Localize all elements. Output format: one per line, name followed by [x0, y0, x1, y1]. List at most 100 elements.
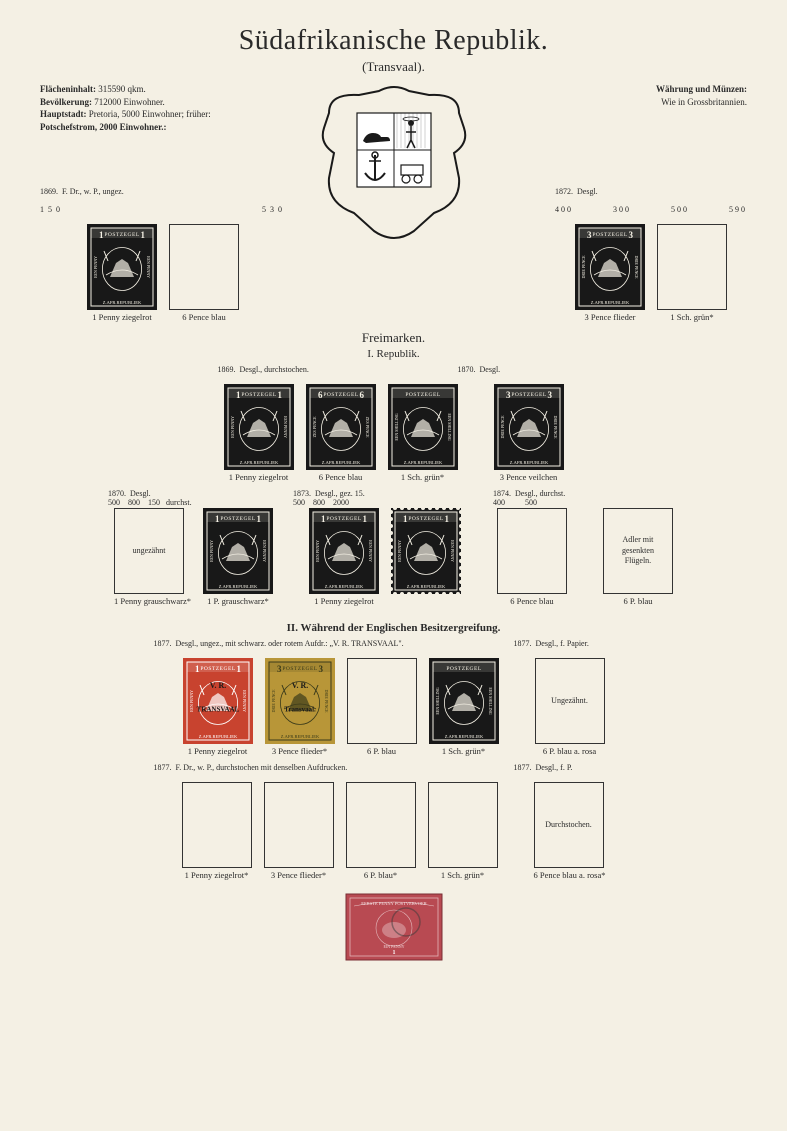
- svg-text:V. R.: V. R.: [209, 681, 226, 690]
- stamp-slot: Durchstochen. 6 Pence blau a. rosa*: [534, 782, 606, 880]
- stamp-slot: POSTZEGEL Z.AFR.REPUBLIEK EEN PENNY EEN …: [309, 508, 379, 606]
- stamp-slot: ungezähnt 1 Penny grauschwarz*: [114, 508, 191, 606]
- stamp-slot: 3 Pence flieder*: [264, 782, 334, 880]
- svg-text:POSTZEGEL: POSTZEGEL: [282, 666, 318, 672]
- svg-text:1: 1: [236, 390, 241, 400]
- stamp-slot: Adler mit gesenkten Flügeln.6 P. blau: [603, 508, 673, 606]
- row1-left-prices: 150 530: [40, 206, 286, 224]
- svg-text:1: 1: [215, 514, 220, 524]
- placeholder-text: Ungezähnt.: [547, 692, 592, 710]
- stamp-caption: 1 Sch. grün*: [428, 870, 498, 880]
- svg-text:1: 1: [277, 390, 282, 400]
- svg-text:3: 3: [629, 230, 634, 240]
- svg-text:1: 1: [321, 514, 326, 524]
- svg-text:Z.AFR.REPUBLIEK: Z.AFR.REPUBLIEK: [321, 460, 360, 465]
- svg-text:DRIE PENCE: DRIE PENCE: [500, 415, 505, 439]
- stamp-caption: 1 Penny ziegelrot: [87, 312, 157, 322]
- stamp-caption: 1 P. grauschwarz*: [203, 596, 273, 606]
- stamp-caption: 1 Penny ziegelrot: [224, 472, 294, 482]
- placeholder-text: ungezähnt: [129, 542, 170, 560]
- row3-group-header: 1870. Desgl.500 800 150 durchst.: [108, 490, 273, 508]
- svg-text:Z.AFR.REPUBLIEK: Z.AFR.REPUBLIEK: [509, 460, 548, 465]
- row3-group-header: 1873. Desgl., gez. 15.500 800 2000: [293, 490, 473, 508]
- svg-text:Z.AFR.REPUBLIEK: Z.AFR.REPUBLIEK: [103, 300, 142, 305]
- stamp-caption: 3 Pence flieder*: [265, 746, 335, 756]
- row4-header-left: 1877. Desgl., ungez., mit schwarz. oder …: [154, 640, 514, 658]
- svg-text:EEN PENNY: EEN PENNY: [397, 540, 402, 562]
- svg-text:3: 3: [547, 390, 552, 400]
- svg-text:POSTZEGEL: POSTZEGEL: [323, 392, 359, 398]
- svg-text:Z.AFR.REPUBLIEK: Z.AFR.REPUBLIEK: [219, 584, 258, 589]
- row4-header-right: 1877. Desgl., f. Papier.: [514, 640, 634, 658]
- svg-text:EEN PENNY: EEN PENNY: [315, 540, 320, 562]
- svg-text:ZES PENCE: ZES PENCE: [365, 417, 370, 438]
- stamp-caption: 6 Pence blau a. rosa*: [534, 870, 606, 880]
- svg-text:Z.AFR.REPUBLIEK: Z.AFR.REPUBLIEK: [280, 734, 319, 739]
- svg-text:Z.AFR.REPUBLIEK: Z.AFR.REPUBLIEK: [444, 734, 483, 739]
- row2-group: 1869. Desgl., durchstochen. 1870. Desgl.…: [218, 366, 570, 484]
- stamp-slot: POSTZEGEL Z.AFR.REPUBLIEK ZES PENCE ZES …: [306, 384, 376, 482]
- stamp-slot: POSTZEGEL Z.AFR.REPUBLIEK EEN PENNY EEN …: [203, 508, 273, 606]
- svg-text:3: 3: [506, 390, 511, 400]
- row3-group-header: 1874. Desgl., durchst.400 500: [493, 490, 643, 508]
- svg-text:POSTZEGEL: POSTZEGEL: [405, 392, 441, 398]
- stamp-slot: 6 Pence blau: [169, 224, 239, 322]
- stamp-caption: 1 Penny grauschwarz*: [114, 596, 191, 606]
- row4-group: 1877. Desgl., ungez., mit schwarz. oder …: [154, 640, 634, 758]
- placeholder-text: Durchstochen.: [541, 816, 595, 834]
- stamp-slot: POSTZEGEL Z.AFR.REPUBLIEK DRIE PENCE DRI…: [494, 384, 564, 482]
- row1-right-header: 1872. Desgl.: [555, 188, 747, 206]
- svg-text:Transvaal.: Transvaal.: [284, 705, 316, 713]
- svg-text:6: 6: [318, 390, 323, 400]
- svg-text:EEN PENNY: EEN PENNY: [450, 540, 455, 562]
- svg-text:EEN PENNY: EEN PENNY: [368, 540, 373, 562]
- svg-text:EEN PENNY: EEN PENNY: [283, 416, 288, 438]
- stamp-slot: 1 Sch. grün*: [657, 224, 727, 322]
- page-title: Südafrikanische Republik.: [40, 25, 747, 57]
- stamp-caption: 1 Penny ziegelrot: [309, 596, 379, 606]
- page-subtitle: (Transvaal).: [40, 59, 747, 75]
- stamp-slot: 6 P. blau*: [346, 782, 416, 880]
- stamp-caption: 6 Pence blau: [497, 596, 567, 606]
- svg-text:1: 1: [403, 514, 408, 524]
- stamp-slot: 6 P. blau: [347, 658, 417, 756]
- svg-text:EEN PENNY: EEN PENNY: [262, 540, 267, 562]
- svg-text:Z.AFR.REPUBLIEK: Z.AFR.REPUBLIEK: [239, 460, 278, 465]
- svg-text:EERSTE PENNY POSTVERVOER: EERSTE PENNY POSTVERVOER: [361, 901, 426, 906]
- svg-text:POSTZEGEL: POSTZEGEL: [200, 666, 236, 672]
- svg-text:1: 1: [362, 514, 367, 524]
- svg-text:EEN SHILLING: EEN SHILLING: [447, 413, 452, 440]
- svg-text:POSTZEGEL: POSTZEGEL: [511, 392, 547, 398]
- svg-text:DRIE PENCE: DRIE PENCE: [581, 255, 586, 279]
- section-republik: I. Republik.: [40, 348, 747, 360]
- row3-group: 1870. Desgl.500 800 150 durchst. 1873. De…: [108, 490, 679, 608]
- svg-text:1: 1: [444, 514, 449, 524]
- svg-text:1: 1: [195, 664, 200, 674]
- svg-text:EEN PENNY: EEN PENNY: [189, 690, 194, 712]
- row1-right-group: 1872. Desgl. 400 300 500 590 POSTZEGEL Z…: [555, 188, 747, 324]
- row5-group: 1877. F. Dr., w. P., durchstochen mit de…: [154, 764, 634, 882]
- svg-text:EEN SHILLING: EEN SHILLING: [435, 687, 440, 714]
- row5-header-left: 1877. F. Dr., w. P., durchstochen mit de…: [154, 764, 514, 782]
- svg-text:Z.AFR.REPUBLIEK: Z.AFR.REPUBLIEK: [403, 460, 442, 465]
- svg-text:DRIE PENCE: DRIE PENCE: [271, 689, 276, 713]
- row2-header-left: 1869. Desgl., durchstochen.: [218, 366, 458, 384]
- svg-text:EEN PENNY: EEN PENNY: [93, 256, 98, 278]
- svg-text:V. R.: V. R.: [291, 681, 308, 690]
- row1-right-prices: 400 300 500 590: [555, 206, 747, 224]
- svg-text:1: 1: [236, 664, 241, 674]
- svg-text:POSTZEGEL: POSTZEGEL: [326, 516, 362, 522]
- header-right: Währung und Münzen:Wie in Grossbritannie…: [547, 83, 747, 108]
- svg-text:POSTZEGEL: POSTZEGEL: [220, 516, 256, 522]
- svg-text:1: 1: [256, 514, 261, 524]
- bottom-stamp: EERSTE PENNY POSTVERVOER 1 EIN PENNY: [40, 892, 747, 967]
- stamp-caption: 1 Sch. grün*: [657, 312, 727, 322]
- stamp-caption: 6 Pence blau: [306, 472, 376, 482]
- row1-left-group: 1869. F. Dr., w. P., ungez. 150 530 POST…: [40, 188, 286, 324]
- svg-text:1: 1: [392, 950, 395, 956]
- stamp-slot: POSTZEGEL Z.AFR.REPUBLIEK EEN PENNY EEN …: [183, 658, 253, 756]
- stamp-slot: POSTZEGEL Z.AFR.REPUBLIEK DRIE PENCE DRI…: [575, 224, 645, 322]
- svg-text:POSTZEGEL: POSTZEGEL: [446, 666, 482, 672]
- svg-text:EEN PENNY: EEN PENNY: [242, 690, 247, 712]
- svg-text:Z.AFR.REPUBLIEK: Z.AFR.REPUBLIEK: [591, 300, 630, 305]
